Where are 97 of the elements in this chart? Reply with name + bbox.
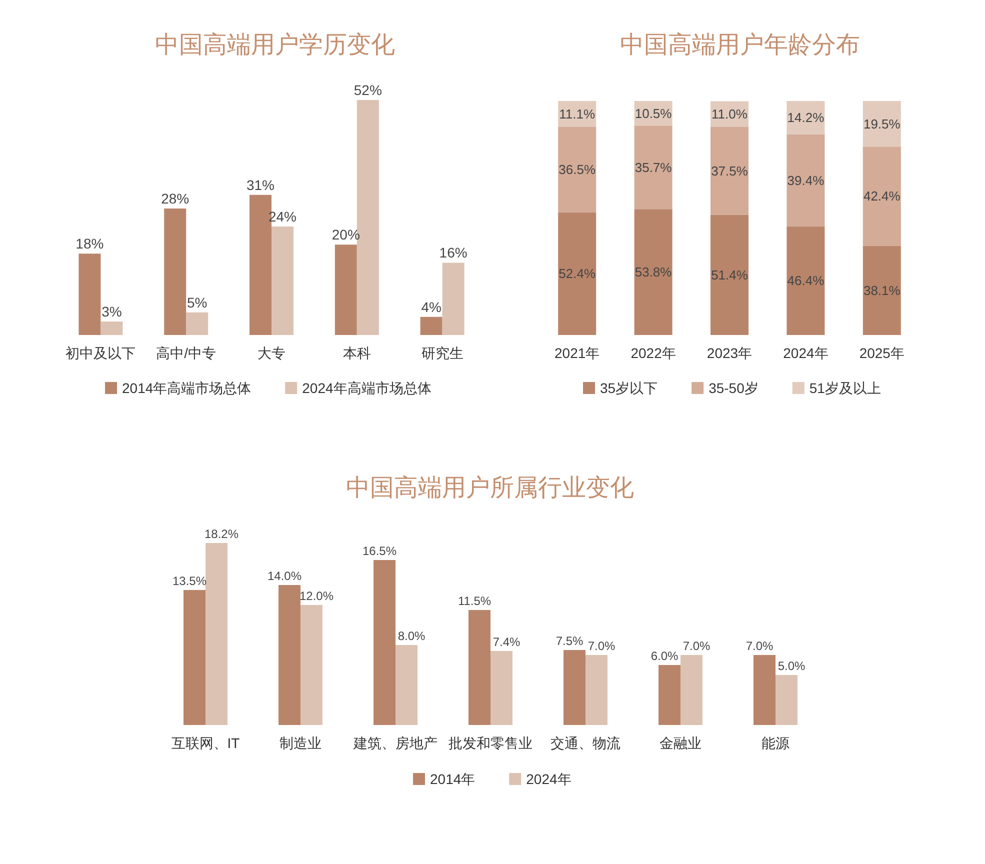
data-label: 4% — [421, 298, 442, 315]
chart-title: 中国高端用户年龄分布 — [620, 32, 860, 58]
legend-label: 2024年高端市场总体 — [302, 380, 432, 396]
x-tick-label: 交通、物流 — [550, 735, 620, 751]
bar — [634, 126, 672, 210]
data-label: 46.4% — [787, 273, 825, 288]
bar — [100, 321, 123, 335]
x-tick-label: 高中/中专 — [156, 345, 216, 361]
data-label: 18% — [76, 236, 104, 252]
x-tick-label: 大专 — [258, 345, 286, 361]
bar — [300, 605, 322, 725]
data-label: 11.5% — [458, 594, 492, 608]
data-label: 18.2% — [204, 527, 239, 541]
data-label: 35.7% — [634, 160, 672, 175]
bar — [862, 101, 901, 147]
x-tick-label: 研究生 — [421, 345, 464, 361]
bar — [710, 214, 748, 335]
legend-label: 35岁以下 — [600, 380, 658, 396]
data-label: 38.1% — [863, 282, 901, 298]
bar — [564, 650, 586, 725]
bar — [420, 316, 442, 335]
bar — [680, 655, 702, 725]
data-label: 14.0% — [267, 569, 302, 583]
bar — [468, 610, 490, 725]
data-label: 11.0% — [712, 106, 748, 122]
data-label: 7.0% — [682, 639, 710, 653]
bar — [206, 543, 228, 725]
bar — [862, 146, 901, 246]
x-tick-label: 本科 — [342, 345, 371, 361]
bar — [490, 651, 512, 725]
x-tick-label: 2021年 — [554, 345, 600, 361]
bar — [586, 655, 608, 725]
data-label: 7.5% — [556, 634, 584, 648]
x-tick-label: 2025年 — [859, 345, 904, 361]
data-label: 20% — [332, 226, 360, 243]
data-label: 51.4% — [711, 267, 748, 282]
bar — [558, 126, 596, 212]
data-label: 19.5% — [863, 116, 901, 132]
data-label: 3% — [102, 303, 122, 320]
data-label: 13.5% — [172, 574, 207, 588]
x-tick-label: 制造业 — [280, 735, 322, 751]
x-tick-label: 批发和零售业 — [448, 735, 532, 751]
bar — [634, 209, 672, 335]
data-label: 36.5% — [558, 162, 596, 178]
bar — [786, 226, 825, 335]
data-label: 5% — [186, 294, 208, 310]
bar — [374, 560, 396, 725]
data-label: 11.1% — [559, 106, 596, 122]
bar — [164, 208, 186, 335]
legend-label: 2014年高端市场总体 — [122, 380, 252, 396]
x-tick-label: 初中及以下 — [66, 345, 136, 361]
x-tick-label: 建筑、房地产 — [352, 735, 438, 751]
bar — [776, 675, 798, 725]
data-label: 7.4% — [492, 635, 520, 649]
bar — [862, 246, 901, 335]
data-label: 31% — [246, 176, 275, 193]
data-label: 14.2% — [787, 110, 825, 126]
data-label: 7.0% — [746, 639, 774, 653]
data-label: 16.5% — [362, 544, 397, 558]
bar — [184, 590, 206, 725]
bar — [272, 226, 294, 335]
bar — [558, 212, 596, 335]
legend-label: 35-50岁 — [708, 380, 758, 396]
bar — [396, 645, 418, 725]
data-label: 6.0% — [650, 649, 678, 663]
data-label: 28% — [161, 190, 190, 206]
data-label: 39.4% — [787, 172, 825, 188]
data-label: 8.0% — [398, 629, 426, 643]
data-label: 37.5% — [711, 163, 748, 178]
data-label: 53.8% — [634, 264, 672, 280]
bar — [754, 655, 776, 725]
x-tick-label: 互联网、IT — [171, 735, 240, 751]
data-label: 10.5% — [634, 106, 672, 121]
x-tick-label: 能源 — [762, 735, 790, 751]
x-tick-label: 2022年 — [630, 345, 676, 361]
data-label: 16% — [439, 244, 468, 261]
bar — [334, 244, 357, 335]
bar — [442, 262, 464, 335]
data-label: 42.4% — [863, 188, 901, 204]
x-tick-label: 2023年 — [706, 345, 752, 361]
data-label: 52% — [354, 82, 382, 98]
chart-title: 中国高端用户学历变化 — [155, 32, 395, 58]
chart-title: 中国高端用户所属行业变化 — [346, 474, 634, 502]
legend-label: 2024年 — [526, 771, 572, 787]
bar — [78, 254, 101, 335]
bar — [710, 126, 748, 215]
bar — [186, 312, 208, 335]
bar — [278, 585, 300, 725]
x-tick-label: 金融业 — [660, 735, 702, 751]
data-label: 5.0% — [778, 659, 806, 673]
bar — [786, 134, 825, 226]
data-label: 7.0% — [588, 639, 616, 653]
bar — [658, 665, 680, 725]
legend-label: 51岁及以上 — [809, 380, 881, 396]
x-tick-label: 2024年 — [783, 345, 828, 361]
data-label: 52.4% — [558, 266, 596, 282]
legend-label: 2014年 — [430, 771, 476, 787]
